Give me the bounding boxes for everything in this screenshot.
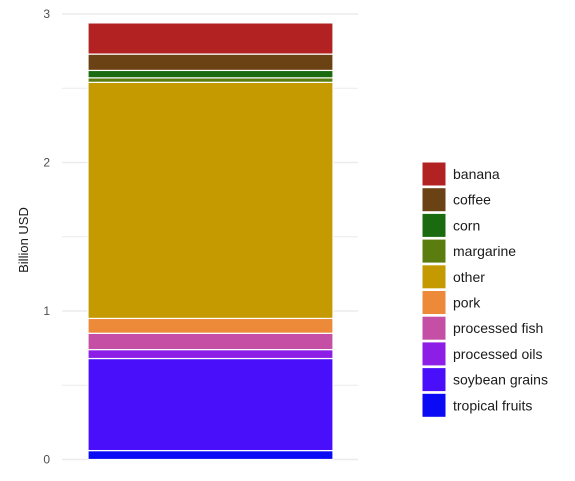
legend-swatch-processed-fish — [421, 315, 447, 341]
legend-label-corn: corn — [453, 217, 480, 233]
bar-segment-pork — [87, 317, 334, 334]
legend-label-coffee: coffee — [453, 192, 491, 208]
legend-label-banana: banana — [453, 166, 500, 182]
bar-segment-banana — [87, 22, 334, 55]
y-tick-label: 2 — [43, 156, 50, 170]
legend-swatch-soybean-grains — [421, 367, 447, 393]
legend-label-soybean-grains: soybean grains — [453, 372, 548, 388]
legend-swatch-tropical-fruits — [421, 392, 447, 418]
legend-swatch-other — [421, 264, 447, 290]
legend-swatch-processed-oils — [421, 341, 447, 367]
legend-label-margarine: margarine — [453, 243, 516, 259]
legend-label-tropical-fruits: tropical fruits — [453, 397, 532, 413]
bar-segment-processed-fish — [87, 332, 334, 351]
legend-swatch-margarine — [421, 238, 447, 264]
legend-swatch-corn — [421, 212, 447, 238]
legend-swatch-banana — [421, 161, 447, 187]
y-axis-title: Billion USD — [16, 207, 31, 273]
y-tick-labels: 0 1 2 3 — [43, 7, 50, 467]
legend-label-processed-fish: processed fish — [453, 320, 543, 336]
bar-segment-other — [87, 81, 334, 320]
bar-segment-tropical-fruits — [87, 449, 334, 461]
bar-segment-corn — [87, 69, 334, 79]
y-tick-label: 1 — [43, 304, 50, 318]
legend-swatch-coffee — [421, 187, 447, 213]
legend: banana coffee corn margarine other pork proces… — [421, 161, 548, 418]
legend-label-processed-oils: processed oils — [453, 346, 543, 362]
legend-swatch-pork — [421, 290, 447, 315]
bar-segment-soybean-grains — [87, 357, 334, 452]
bar-segment-margarine — [87, 77, 334, 83]
bar-segments — [87, 22, 334, 461]
legend-label-pork: pork — [453, 295, 481, 311]
bar-segment-processed-oils — [87, 349, 334, 360]
bar-segment-coffee — [87, 53, 334, 72]
legend-label-other: other — [453, 269, 485, 285]
y-tick-label: 3 — [43, 7, 50, 21]
y-tick-label: 0 — [43, 453, 50, 467]
